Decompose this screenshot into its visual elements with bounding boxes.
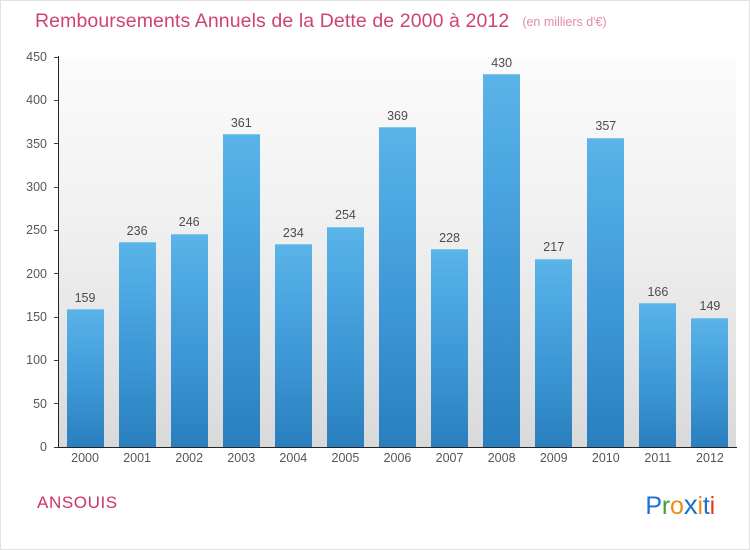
bar-value-label-2012: 149 [699, 299, 721, 314]
bar-slot: 159 [66, 57, 104, 447]
y-axis-tick-label: 400 [26, 93, 47, 108]
bar-slot: 236 [118, 57, 156, 447]
x-axis-label-2003: 2003 [227, 451, 256, 465]
x-axis-label-2012: 2012 [696, 451, 724, 465]
bar-slot: 246 [170, 57, 208, 447]
y-axis-tick [54, 186, 59, 188]
chart-title: Remboursements Annuels de la Dette de 20… [35, 9, 510, 32]
bar-2007[interactable] [431, 249, 469, 447]
x-axis-label-2005: 2005 [331, 451, 360, 465]
logo-letter-i-second: i [709, 492, 716, 520]
bar-2004[interactable] [274, 244, 312, 447]
y-axis-tick-label: 100 [26, 353, 47, 368]
bar-value-label-2007: 228 [439, 230, 460, 245]
bar-value-label-2010: 357 [595, 119, 617, 134]
bar-slot: 357 [587, 57, 625, 447]
logo-letter-i-first: i [697, 492, 704, 520]
x-axis-label-2006: 2006 [383, 451, 412, 465]
y-axis-tick [54, 403, 59, 405]
bar-value-label-2009: 217 [543, 240, 565, 255]
bar-value-label-2005: 254 [334, 208, 356, 223]
bar-slot: 254 [326, 57, 364, 447]
bar-slot: 166 [639, 57, 677, 447]
y-axis-tick-label: 200 [26, 266, 47, 281]
logo-letter-p: P [645, 492, 662, 520]
bar-value-label-2011: 166 [647, 284, 669, 299]
y-axis-line [58, 56, 60, 448]
bar-value-label-2001: 236 [126, 223, 148, 238]
bar-2009[interactable] [535, 258, 573, 447]
bar-value-label-2003: 361 [230, 115, 252, 130]
title-band: Remboursements Annuels de la Dette de 20… [1, 1, 749, 41]
y-axis-tick [54, 56, 59, 58]
bar-2001[interactable] [118, 242, 156, 447]
footer: ANSOUIS Proxiti [1, 479, 749, 549]
bar-value-label-2004: 234 [282, 225, 304, 240]
x-axis-label-2000: 2000 [71, 451, 99, 465]
bar-slot: 361 [222, 57, 260, 447]
bar-slot: 149 [691, 57, 729, 447]
place-name-label: ANSOUIS [37, 493, 118, 512]
bar-slot: 228 [431, 57, 469, 447]
bar-value-label-2006: 369 [387, 108, 408, 123]
y-axis-tick-label: 450 [26, 50, 47, 64]
bar-2008[interactable] [483, 74, 521, 447]
y-axis-tick-label: 350 [26, 136, 47, 151]
x-axis-label-2010: 2010 [591, 451, 620, 465]
bar-slot: 369 [379, 57, 416, 447]
x-axis-label-2004: 2004 [279, 451, 308, 465]
y-axis-tick [54, 143, 59, 145]
bar-2002[interactable] [170, 233, 208, 447]
x-axis-label-2002: 2002 [175, 451, 204, 465]
logo-letter-r: r [661, 492, 670, 520]
bar-2010[interactable] [587, 137, 625, 447]
x-axis-label-2009: 2009 [539, 451, 568, 465]
y-axis-tick-label: 150 [26, 310, 47, 324]
bar-value-label-2000: 159 [74, 290, 96, 305]
y-axis-tick-label: 50 [33, 396, 47, 411]
x-axis-label-2008: 2008 [487, 451, 516, 465]
bar-slot: 234 [274, 57, 312, 447]
proxiti-logo[interactable]: Proxiti [645, 491, 715, 519]
y-axis-tick [54, 316, 59, 318]
y-axis-tick-label: 0 [40, 440, 47, 454]
x-axis-label-2011: 2011 [644, 451, 672, 465]
y-axis-tick [54, 229, 59, 232]
bar-value-label-2008: 430 [491, 55, 513, 70]
logo-letter-t: t [702, 492, 710, 520]
y-axis-tick [54, 99, 59, 102]
y-axis-tick-label: 250 [26, 223, 47, 238]
x-axis-labels: 2000 2001 2002 2003 2004 2005 2006 2007 2008 2009… [59, 452, 736, 474]
logo-letter-o: o [670, 492, 684, 520]
bar-2006[interactable] [379, 127, 416, 447]
x-axis-label-2001: 2001 [123, 451, 151, 465]
y-axis-tick [54, 359, 59, 362]
bars-layer: 159 236 246 361 234 254 369 228 430 217 357 166 149 [59, 57, 736, 447]
chart-subtitle-units: (en milliers d'€) [522, 15, 607, 29]
x-axis-line [58, 447, 737, 449]
y-axis-tick [54, 446, 59, 448]
y-axis-tick-label: 300 [26, 180, 47, 194]
bar-2012[interactable] [691, 317, 729, 447]
bar-2000[interactable] [66, 309, 104, 447]
logo-letter-x: x [683, 489, 698, 520]
bar-slot: 217 [535, 57, 573, 447]
bar-slot: 430 [483, 55, 521, 447]
bar-2003[interactable] [222, 134, 260, 447]
bar-2005[interactable] [326, 226, 364, 447]
x-axis-label-2007: 2007 [435, 451, 464, 465]
bar-value-label-2002: 246 [178, 215, 200, 230]
bar-2011[interactable] [639, 303, 677, 447]
y-axis-tick [54, 273, 59, 275]
